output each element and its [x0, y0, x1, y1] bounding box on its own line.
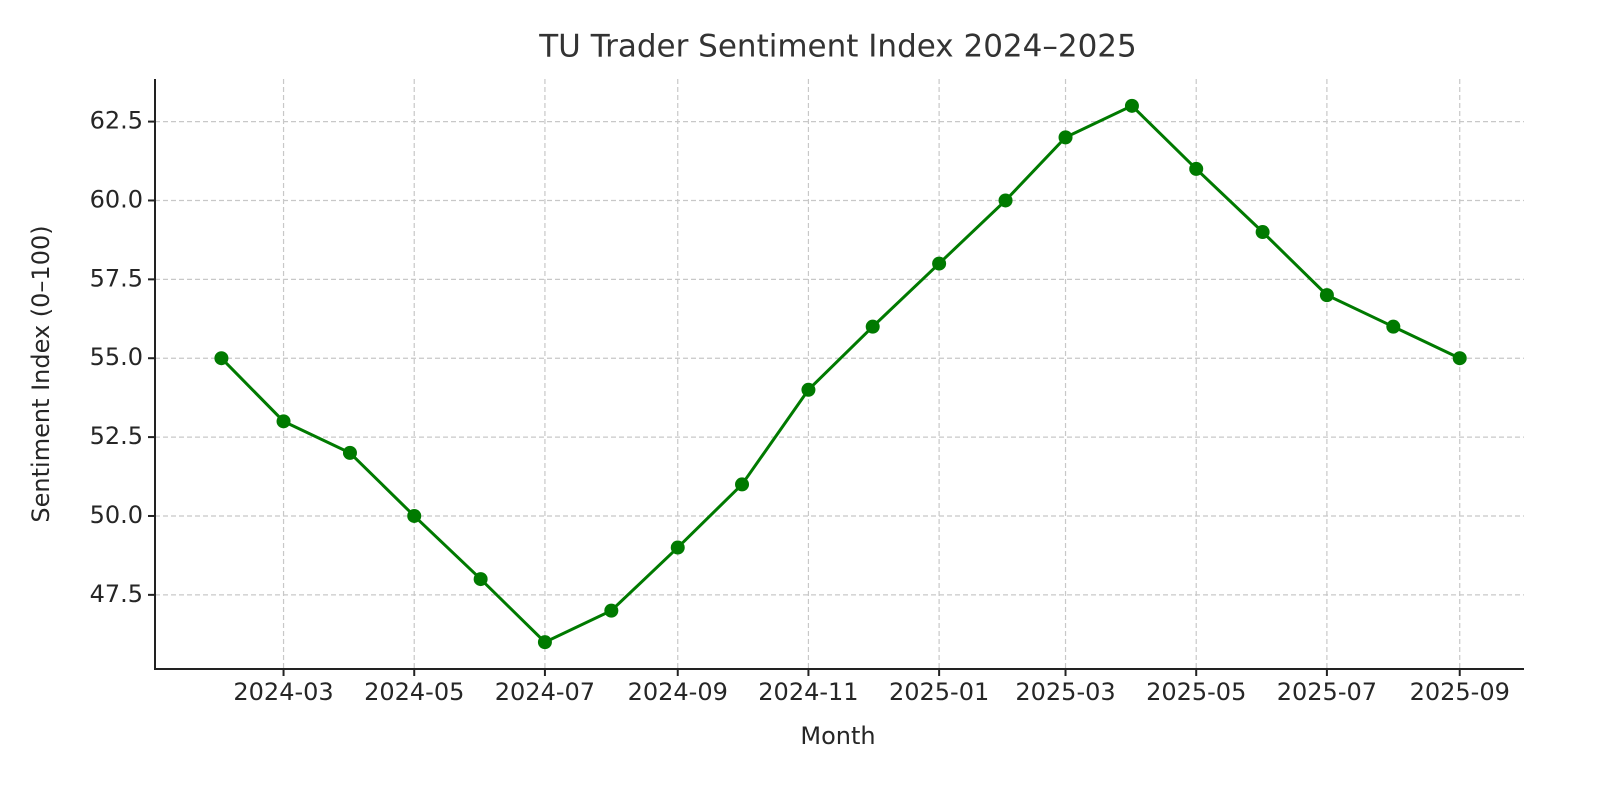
x-tick-label: 2025-01	[889, 678, 989, 706]
data-point	[1386, 319, 1401, 334]
data-point	[932, 256, 947, 271]
x-axis-label: Month	[800, 722, 875, 750]
data-point	[214, 351, 229, 366]
data-point	[1255, 225, 1270, 240]
x-tick-label: 2024-11	[758, 678, 858, 706]
y-tick-label: 62.5	[90, 107, 143, 135]
data-point	[735, 477, 750, 492]
data-point	[998, 193, 1013, 208]
data-point	[801, 382, 816, 397]
data-point	[865, 319, 880, 334]
y-tick-label: 55.0	[90, 343, 143, 371]
x-tick-label: 2025-05	[1146, 678, 1246, 706]
data-point	[342, 445, 357, 460]
series-line	[220, 104, 1461, 644]
x-tick-label: 2025-03	[1015, 678, 1115, 706]
x-tick-label: 2024-09	[628, 678, 728, 706]
data-point	[1319, 288, 1334, 303]
data-point	[670, 540, 685, 555]
x-tick-label: 2024-07	[495, 678, 595, 706]
x-tick-label: 2025-09	[1410, 678, 1510, 706]
y-tick-label: 50.0	[90, 501, 143, 529]
data-point	[407, 508, 422, 523]
data-point	[276, 414, 291, 429]
data-point	[1124, 98, 1139, 113]
x-tick-label: 2024-05	[364, 678, 464, 706]
chart-title: TU Trader Sentiment Index 2024–2025	[538, 29, 1137, 65]
data-point	[537, 635, 552, 650]
data-point	[1058, 130, 1073, 145]
data-point	[473, 572, 488, 587]
data-point	[604, 603, 619, 618]
y-tick-label: 57.5	[90, 264, 143, 292]
y-tick-label: 60.0	[90, 185, 143, 213]
y-tick-label: 47.5	[90, 580, 143, 608]
y-axis-label: Sentiment Index (0–100)	[27, 225, 55, 522]
y-tick-label: 52.5	[90, 422, 143, 450]
x-tick-label: 2024-03	[233, 678, 333, 706]
data-point	[1452, 351, 1467, 366]
x-tick-label: 2025-07	[1277, 678, 1377, 706]
data-point	[1189, 161, 1204, 176]
